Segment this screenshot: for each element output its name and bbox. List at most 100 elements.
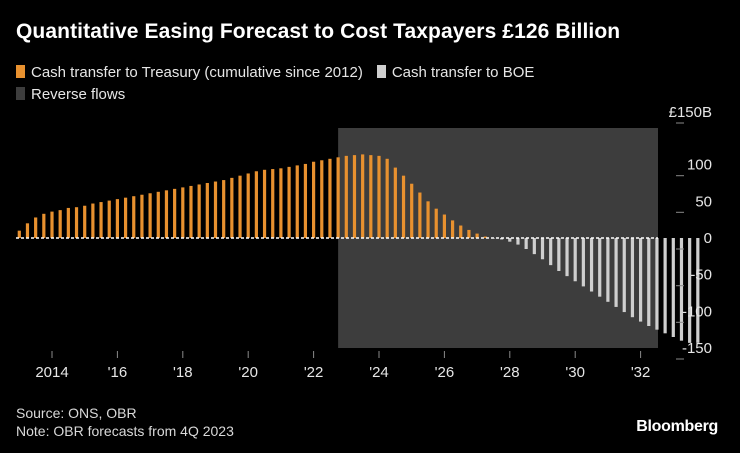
treasury-bar bbox=[483, 236, 487, 238]
x-tick-label: '18 bbox=[173, 364, 193, 381]
legend-label-reverse: Reverse flows bbox=[31, 86, 126, 103]
boe-bar bbox=[647, 238, 651, 326]
legend: Cash transfer to Treasury (cumulative si… bbox=[16, 62, 636, 106]
boe-bar bbox=[606, 238, 610, 302]
boe-bar bbox=[622, 238, 626, 313]
treasury-bar bbox=[426, 201, 430, 238]
boe-bar bbox=[688, 238, 692, 343]
bars-group bbox=[17, 154, 700, 343]
x-tick-label: '20 bbox=[238, 364, 258, 381]
treasury-bar bbox=[361, 154, 365, 238]
y-tick-label: -50 bbox=[690, 267, 712, 284]
x-tick-label: '16 bbox=[108, 364, 128, 381]
boe-bar bbox=[630, 238, 635, 318]
boe-bar bbox=[589, 238, 594, 292]
boe-bar bbox=[581, 238, 585, 287]
treasury-bar bbox=[393, 167, 397, 238]
boe-bar bbox=[663, 238, 667, 334]
source-note: Source: ONS, OBR bbox=[16, 405, 137, 421]
x-tick-label: 2014 bbox=[35, 364, 68, 381]
treasury-bar bbox=[66, 207, 70, 238]
boe-bar bbox=[500, 238, 504, 240]
treasury-bar bbox=[262, 169, 267, 238]
legend-item-boe: Cash transfer to BOE bbox=[376, 62, 534, 84]
treasury-bar bbox=[156, 191, 160, 238]
y-tick-label: 50 bbox=[695, 193, 712, 210]
treasury-bar bbox=[197, 184, 201, 238]
treasury-bar bbox=[336, 157, 340, 238]
treasury-bar bbox=[34, 217, 38, 238]
boe-bar bbox=[524, 238, 528, 249]
treasury-bar bbox=[205, 183, 209, 238]
boe-bar bbox=[565, 238, 569, 277]
x-tick-label: '22 bbox=[304, 364, 324, 381]
treasury-bar bbox=[42, 213, 46, 238]
treasury-bar bbox=[442, 214, 446, 238]
treasury-bar bbox=[271, 169, 275, 238]
treasury-bar bbox=[385, 158, 389, 238]
treasury-bar bbox=[434, 208, 438, 238]
treasury-bar bbox=[74, 207, 79, 238]
treasury-bar bbox=[279, 168, 283, 238]
y-tick-label: -100 bbox=[682, 303, 712, 320]
treasury-bar bbox=[107, 200, 111, 238]
legend-item-treasury: Cash transfer to Treasury (cumulative si… bbox=[16, 62, 363, 84]
boe-bar bbox=[671, 238, 675, 337]
boe-bar bbox=[516, 238, 520, 245]
treasury-bar bbox=[475, 233, 479, 238]
boe-bar bbox=[549, 238, 553, 266]
boe-bar bbox=[655, 238, 659, 330]
bloomberg-logo: Bloomberg bbox=[636, 418, 718, 435]
boe-bar bbox=[532, 238, 536, 255]
treasury-bar bbox=[295, 165, 299, 238]
treasury-bar bbox=[238, 175, 242, 238]
x-tick-label: '30 bbox=[565, 364, 585, 381]
treasury-bar bbox=[328, 158, 332, 238]
legend-swatch-reverse bbox=[16, 87, 25, 100]
treasury-bar bbox=[369, 155, 373, 238]
treasury-bar bbox=[287, 166, 291, 238]
treasury-bar bbox=[401, 175, 406, 238]
treasury-bar bbox=[254, 171, 258, 238]
boe-bar bbox=[696, 238, 700, 343]
treasury-bar bbox=[352, 155, 357, 238]
legend-swatch-boe bbox=[376, 65, 386, 78]
treasury-bar bbox=[91, 203, 95, 238]
boe-bar bbox=[557, 238, 561, 271]
treasury-bar bbox=[312, 161, 316, 238]
treasury-bar bbox=[246, 173, 250, 238]
x-axis: 2014 '16 '18 '20 '22 '24 '26 '28 '30 '32 bbox=[35, 351, 650, 381]
x-tick-label: '28 bbox=[500, 364, 520, 381]
treasury-bar bbox=[181, 187, 185, 238]
y-axis: £150B 100 50 0 -50 -100 -150 bbox=[669, 104, 712, 360]
y-tick-label: £150B bbox=[669, 104, 712, 121]
y-tick-label: 0 bbox=[704, 230, 712, 247]
legend-swatch-treasury bbox=[16, 65, 25, 78]
boe-bar bbox=[679, 238, 684, 341]
legend-item-reverse: Reverse flows bbox=[16, 84, 125, 106]
treasury-bar bbox=[148, 193, 152, 238]
x-tick-label: '32 bbox=[631, 364, 651, 381]
treasury-bar bbox=[222, 180, 226, 238]
treasury-bar bbox=[344, 155, 348, 238]
y-tick-label: 100 bbox=[687, 157, 712, 174]
treasury-bar bbox=[320, 160, 324, 238]
treasury-bar bbox=[164, 190, 169, 238]
x-tick-label: '26 bbox=[435, 364, 455, 381]
boe-bar bbox=[508, 238, 512, 242]
forecast-note: Note: OBR forecasts from 4Q 2023 bbox=[16, 423, 234, 439]
treasury-bar bbox=[450, 220, 455, 238]
treasury-bar bbox=[50, 211, 54, 238]
x-tick-label: '24 bbox=[369, 364, 389, 381]
y-tick-label: -150 bbox=[682, 340, 712, 357]
treasury-bar bbox=[132, 196, 136, 238]
treasury-bar bbox=[58, 210, 62, 238]
treasury-bar bbox=[17, 230, 21, 238]
chart-title: Quantitative Easing Forecast to Cost Tax… bbox=[16, 20, 621, 43]
treasury-bar bbox=[99, 202, 103, 238]
treasury-bar bbox=[25, 223, 30, 238]
treasury-bar bbox=[377, 155, 381, 238]
treasury-bar bbox=[418, 192, 422, 238]
treasury-bar bbox=[213, 181, 218, 238]
